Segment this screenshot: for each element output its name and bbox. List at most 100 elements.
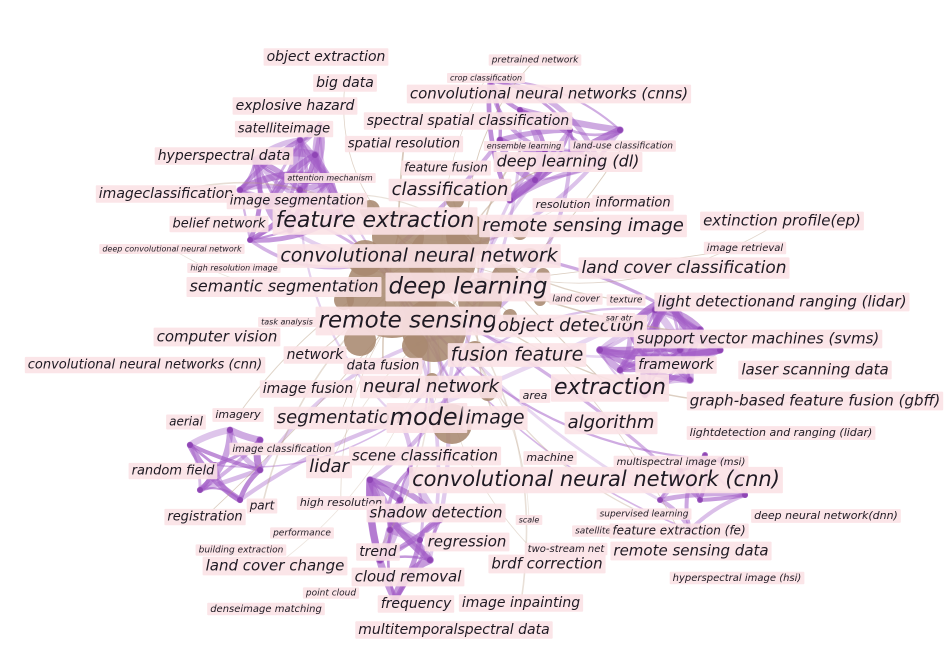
central-node xyxy=(402,333,428,359)
keyword-node: object extraction xyxy=(263,48,389,66)
cluster-edge xyxy=(386,468,412,532)
keyword-label: convolutional neural network xyxy=(280,245,558,267)
keyword-label: spectral spatial classification xyxy=(367,113,570,129)
keyword-label-bg xyxy=(296,496,386,510)
keyword-node: convolutional neural networks (cnns) xyxy=(406,85,692,104)
keyword-label-bg xyxy=(388,178,512,202)
keyword-node: image xyxy=(462,406,528,430)
keyword-label-bg xyxy=(272,207,478,235)
keyword-label: belief network xyxy=(173,217,266,232)
keyword-label-bg xyxy=(195,544,287,556)
keyword-label: multitemporalspectral data xyxy=(358,622,549,638)
keyword-node: explosive hazard xyxy=(232,97,358,115)
keyword-label-bg xyxy=(315,306,501,336)
keyword-node: framework xyxy=(635,356,717,374)
keyword-node: network xyxy=(283,346,347,364)
keyword-label-bg xyxy=(302,587,360,599)
keyword-node: crop classification xyxy=(447,73,526,83)
keyword-label-bg xyxy=(313,74,377,92)
keyword-label-bg xyxy=(409,466,783,494)
keyword-node: lightdetection and ranging (lidar) xyxy=(686,426,876,440)
keyword-label: object extraction xyxy=(267,49,386,65)
keyword-label: sar atr xyxy=(606,314,633,323)
cluster-edge xyxy=(657,491,748,503)
keyword-label-bg xyxy=(359,375,503,399)
keyword-label: scale xyxy=(519,516,540,525)
keyword-node: neural network xyxy=(359,375,503,399)
cluster-node xyxy=(657,497,663,503)
keyword-label-bg xyxy=(246,498,278,514)
keyword-node: semantic segmentation xyxy=(186,277,382,297)
keyword-label: information xyxy=(595,196,670,211)
keyword-label-bg xyxy=(202,556,348,576)
keyword-node: extraction xyxy=(551,374,669,402)
keyword-node: scale xyxy=(515,515,543,525)
keyword-label-bg xyxy=(479,214,687,238)
keyword-node: random field xyxy=(128,462,218,480)
keyword-label-bg xyxy=(284,173,376,183)
keyword-label-bg xyxy=(458,594,584,612)
keyword-label: satelliteimage xyxy=(238,122,330,137)
cluster-edge xyxy=(186,426,234,449)
keyword-label-bg xyxy=(169,215,269,233)
keyword-label-bg xyxy=(654,292,910,312)
keyword-label: spatial resolution xyxy=(348,137,460,152)
keyword-label: image fusion xyxy=(263,381,353,397)
keyword-node: building extraction xyxy=(195,544,287,556)
keyword-node: land cover change xyxy=(202,556,348,576)
keyword-label: convolutional neural networks (cnn) xyxy=(28,358,262,373)
keyword-label-bg xyxy=(578,257,790,279)
keyword-node: spectral spatial classification xyxy=(363,112,573,130)
cluster-node xyxy=(247,237,253,243)
keyword-node: extinction profile(ep) xyxy=(700,212,864,231)
cluster-node xyxy=(617,127,623,133)
keyword-label-bg xyxy=(234,120,334,138)
keyword-label-bg xyxy=(355,621,553,639)
cluster-node xyxy=(717,347,723,353)
keyword-label: resolution xyxy=(536,198,591,211)
keyword-node: graph-based feature fusion (gbff) xyxy=(686,392,944,411)
keyword-label: extraction xyxy=(554,375,666,400)
keyword-label: feature extraction xyxy=(276,208,475,233)
keyword-node: denseimage matching xyxy=(207,602,325,616)
keyword-label: machine xyxy=(526,451,574,464)
cluster-edge xyxy=(497,127,573,143)
keyword-label: graph-based feature fusion (gbff) xyxy=(690,392,940,410)
cluster-edge xyxy=(366,476,399,604)
keyword-node: deep learning (dl) xyxy=(493,152,643,172)
keyword-node: machine xyxy=(523,451,577,465)
keyword-label-bg xyxy=(524,542,608,556)
keyword-label: hyperspectral image (hsi) xyxy=(673,573,802,584)
cluster-node xyxy=(257,467,263,473)
keyword-node: multispectral image (msi) xyxy=(613,455,749,469)
keyword-node: resolution xyxy=(532,198,594,212)
keyword-label: point cloud xyxy=(305,589,356,599)
keyword-label-bg xyxy=(488,54,582,66)
keyword-label-bg xyxy=(700,211,864,231)
keyword-label-bg xyxy=(515,515,543,525)
keyword-label: registration xyxy=(167,510,242,525)
keyword-label: land cover classification xyxy=(581,258,786,278)
keyword-label-bg xyxy=(424,532,510,552)
keyword-label-bg xyxy=(596,508,692,520)
cluster-node xyxy=(257,437,263,443)
keyword-node: frequency xyxy=(377,595,455,613)
keyword-node: land cover xyxy=(549,293,603,305)
keyword-label-bg xyxy=(366,503,506,523)
keyword-node: big data xyxy=(313,74,377,92)
keyword-label-bg xyxy=(226,192,368,210)
keyword-node: performance xyxy=(270,527,334,539)
keyword-node: scene classification xyxy=(349,447,502,466)
keyword-label-bg xyxy=(270,527,334,539)
keyword-label-bg xyxy=(258,317,316,327)
keyword-label: denseimage matching xyxy=(210,604,322,615)
keyword-label: fusion feature xyxy=(451,344,584,366)
keyword-node: two-stream net xyxy=(524,542,608,556)
keyword-node: land cover classification xyxy=(578,257,790,279)
keyword-label-bg xyxy=(351,567,465,587)
keyword-label: pretrained network xyxy=(491,56,579,66)
keyword-label: building extraction xyxy=(199,546,284,556)
keyword-label-bg xyxy=(570,140,676,152)
keyword-label-bg xyxy=(363,112,573,130)
keyword-label: data fusion xyxy=(347,359,420,374)
